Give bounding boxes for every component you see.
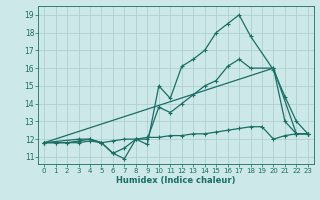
X-axis label: Humidex (Indice chaleur): Humidex (Indice chaleur) [116,176,236,185]
